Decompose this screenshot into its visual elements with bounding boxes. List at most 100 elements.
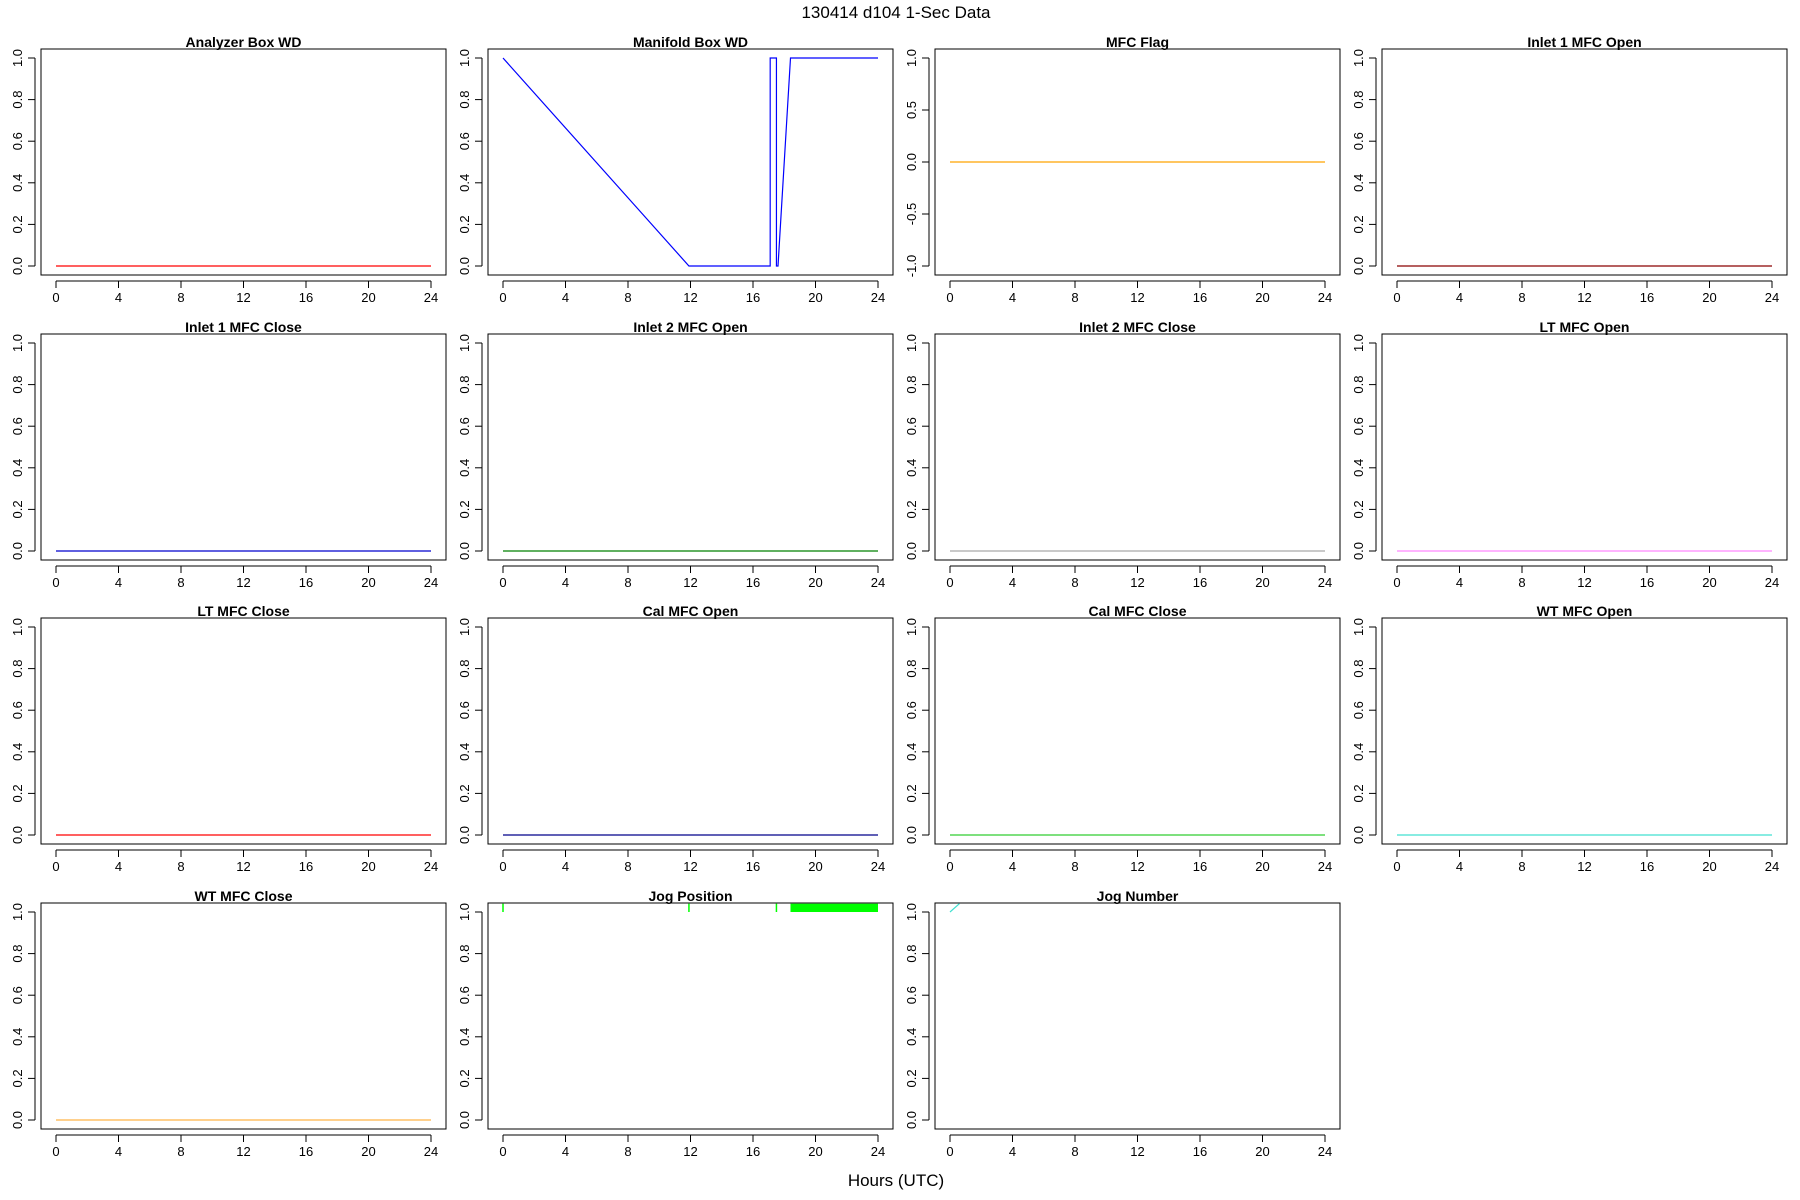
y-tick-label: 0.0: [457, 542, 472, 560]
y-tick-label: 0.6: [1351, 132, 1366, 150]
x-tick-label: 24: [424, 859, 438, 874]
y-tick-label: 0.4: [1351, 174, 1366, 192]
x-tick-label: 16: [299, 1144, 313, 1159]
plot-frame: [40, 333, 447, 561]
y-tick-label: 0.2: [10, 1069, 25, 1087]
x-tick-label: 20: [361, 1144, 375, 1159]
y-tick-label: 1.0: [1351, 334, 1366, 352]
x-tick-label: 0: [52, 1144, 59, 1159]
y-tick-label: 0.6: [904, 986, 919, 1004]
x-tick-label: 24: [1318, 1144, 1332, 1159]
x-tick-label: 8: [1071, 575, 1078, 590]
plot-frame: [40, 902, 447, 1130]
x-axis-label: Hours (UTC): [848, 1171, 944, 1190]
panel-6: Inlet 2 MFC Close 0 4 8 12 16 20 24 0.0 0.2 0.4 0.6…: [904, 319, 1341, 590]
y-tick-label: 0.4: [457, 174, 472, 192]
panel-title: Jog Position: [649, 888, 733, 904]
x-tick-label: 4: [115, 859, 122, 874]
y-tick-label: 0.5: [904, 101, 919, 119]
x-tick-label: 20: [1702, 859, 1716, 874]
y-tick-label: 0.6: [10, 417, 25, 435]
panel-11: WT MFC Open 0 4 8 12 16 20 24 0.0 0.2 0.4 0.6 0.8 1.0: [1351, 603, 1788, 874]
y-tick-label: 0.8: [457, 91, 472, 109]
x-tick-label: 24: [1318, 575, 1332, 590]
y-tick-label: 0.4: [904, 459, 919, 477]
series-line: [502, 57, 878, 267]
x-tick-label: 16: [746, 859, 760, 874]
x-tick-label: 16: [1640, 859, 1654, 874]
panel-title: Jog Number: [1097, 888, 1179, 904]
series-group: [502, 903, 878, 912]
y-tick-label: 0.8: [457, 376, 472, 394]
x-tick-label: 4: [562, 859, 569, 874]
x-tick-label: 12: [683, 1144, 697, 1159]
y-tick-label: 0.0: [10, 826, 25, 844]
x-tick-label: 12: [1130, 575, 1144, 590]
panels: Analyzer Box WD 0 4 8 12 16 20 24 0.0 0.2 0.4 0.6 0.…: [10, 34, 1788, 1159]
y-tick-label: 0.0: [10, 257, 25, 275]
x-tick-label: 24: [424, 575, 438, 590]
plot-frame: [934, 48, 1341, 276]
x-tick-label: 12: [683, 859, 697, 874]
x-tick-label: 16: [1640, 575, 1654, 590]
plot-frame: [487, 902, 894, 1130]
x-tick-label: 12: [1130, 859, 1144, 874]
x-tick-label: 20: [361, 575, 375, 590]
y-tick-label: 0.0: [1351, 542, 1366, 560]
panel-title: LT MFC Open: [1540, 319, 1630, 335]
x-tick-label: 24: [424, 290, 438, 305]
series-group: [949, 903, 960, 913]
y-tick-label: 0.2: [457, 784, 472, 802]
y-tick-label: 0.2: [10, 500, 25, 518]
y-tick-label: 0.4: [904, 743, 919, 761]
y-tick-label: 0.6: [457, 132, 472, 150]
panel-1: Manifold Box WD 0 4 8 12 16 20 24 0.0 0.2 0.4 0.6 0.…: [457, 34, 894, 305]
y-tick-label: 1.0: [1351, 618, 1366, 636]
x-tick-label: 24: [1765, 290, 1779, 305]
x-tick-label: 4: [1456, 290, 1463, 305]
x-tick-label: 20: [1255, 1144, 1269, 1159]
panel-7: LT MFC Open 0 4 8 12 16 20 24 0.0 0.2 0.4 0.6 0.8 1.0: [1351, 319, 1788, 590]
x-tick-label: 20: [1255, 859, 1269, 874]
x-tick-label: 24: [1765, 575, 1779, 590]
y-tick-label: 0.0: [904, 826, 919, 844]
y-tick-label: 0.8: [10, 660, 25, 678]
panel-title: Analyzer Box WD: [186, 34, 302, 50]
y-tick-label: 0.2: [1351, 500, 1366, 518]
y-tick-label: 0.8: [904, 660, 919, 678]
y-tick-label: 0.0: [10, 542, 25, 560]
x-tick-label: 0: [52, 290, 59, 305]
y-tick-label: -1.0: [904, 255, 919, 277]
y-tick-label: 0.4: [10, 1028, 25, 1046]
x-tick-label: 16: [746, 290, 760, 305]
plot-frame: [40, 48, 447, 276]
x-tick-label: 16: [299, 575, 313, 590]
x-tick-label: 4: [1009, 575, 1016, 590]
plot-frame: [934, 617, 1341, 845]
plot-frame: [40, 617, 447, 845]
y-tick-label: 0.6: [1351, 701, 1366, 719]
y-tick-label: 0.2: [1351, 784, 1366, 802]
x-tick-label: 0: [52, 859, 59, 874]
x-tick-label: 0: [499, 290, 506, 305]
y-tick-label: 1.0: [904, 903, 919, 921]
y-tick-label: 0.8: [1351, 91, 1366, 109]
y-tick-label: 1.0: [904, 49, 919, 67]
series-band: [790, 903, 878, 912]
y-tick-label: 1.0: [10, 49, 25, 67]
x-tick-label: 0: [52, 575, 59, 590]
x-tick-label: 16: [299, 290, 313, 305]
panel-title: MFC Flag: [1106, 34, 1169, 50]
panel-13: Jog Position 0 4 8 12 16 20 24 0.0 0.2 0.4 0.6 0.8 1.…: [457, 888, 894, 1159]
y-tick-label: 0.4: [457, 743, 472, 761]
x-tick-label: 4: [115, 1144, 122, 1159]
series-line: [949, 903, 960, 913]
x-tick-label: 12: [1577, 290, 1591, 305]
panel-title: Inlet 2 MFC Close: [1079, 319, 1196, 335]
panel-4: Inlet 1 MFC Close 0 4 8 12 16 20 24 0.0 0.2 0.4 0.6…: [10, 319, 447, 590]
x-tick-label: 20: [1702, 575, 1716, 590]
y-tick-label: 0.2: [904, 784, 919, 802]
x-tick-label: 8: [624, 1144, 631, 1159]
y-tick-label: 0.6: [10, 132, 25, 150]
x-tick-label: 8: [1071, 859, 1078, 874]
